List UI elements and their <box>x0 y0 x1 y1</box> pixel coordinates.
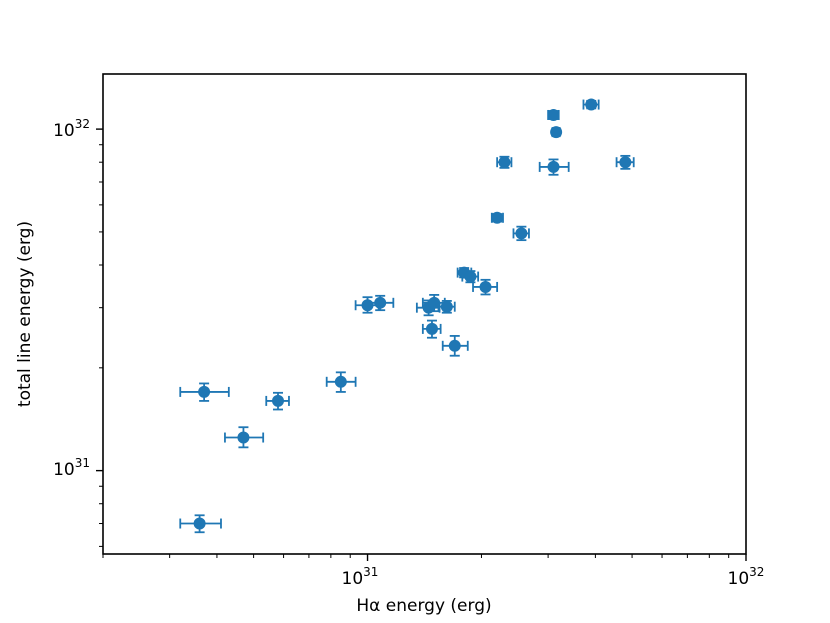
x-axis-label: Hα energy (erg) <box>356 596 491 616</box>
data-point <box>585 98 598 111</box>
data-points <box>193 98 632 530</box>
major-ticks <box>96 128 747 561</box>
data-point <box>498 156 511 169</box>
y-tick-label-1e31: 1031 <box>53 456 90 480</box>
data-point <box>491 211 504 224</box>
data-point <box>448 339 461 352</box>
data-point <box>425 322 438 335</box>
data-point <box>334 375 347 388</box>
data-point <box>428 296 441 309</box>
error-bars <box>179 99 635 534</box>
data-point <box>515 227 528 240</box>
plot-frame <box>102 73 747 555</box>
minor-ticks <box>99 144 730 558</box>
data-point <box>361 299 374 312</box>
data-point <box>619 156 632 169</box>
x-tick-label-1e31: 1031 <box>342 565 379 589</box>
data-point <box>547 108 560 121</box>
data-point <box>479 280 492 293</box>
data-point <box>550 126 563 139</box>
y-axis-label: total line energy (erg) <box>15 221 35 407</box>
data-point <box>272 394 285 407</box>
data-point <box>193 517 206 530</box>
data-point <box>237 431 250 444</box>
data-point <box>198 385 211 398</box>
data-point <box>547 160 560 173</box>
data-point <box>440 300 453 313</box>
data-point <box>374 296 387 309</box>
x-tick-label-1e32: 1032 <box>728 565 765 589</box>
data-point <box>464 270 477 283</box>
y-tick-label-1e32: 1032 <box>53 117 90 141</box>
